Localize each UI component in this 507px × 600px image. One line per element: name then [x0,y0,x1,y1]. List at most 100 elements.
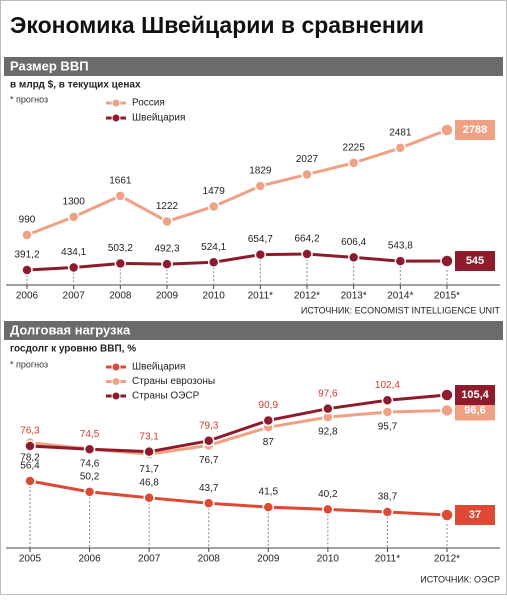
x-tick-label: 2007 [63,291,86,302]
value-label: 1222 [156,201,179,212]
value-label: 56,4 [20,461,40,472]
value-label: 503,2 [108,243,133,254]
point [254,180,267,192]
x-tick-label: 2009 [156,291,179,302]
point [262,414,275,427]
point [262,501,275,513]
value-box [455,251,495,272]
point [67,211,80,223]
value-label: 1829 [249,166,272,177]
value-label: 38,7 [378,492,398,503]
point [207,200,220,213]
section-title: Размер ВВП [10,58,89,73]
x-tick-label: 2005 [19,554,42,565]
value-label: 105,4 [461,389,489,401]
x-tick-label: 2011* [375,554,401,565]
value-label: 96,6 [464,404,485,416]
point [394,142,407,154]
value-label: 71,7 [139,464,159,475]
point [83,486,96,498]
value-label: 78,2 [20,452,40,463]
value-box [455,120,495,140]
point [114,257,127,270]
legend-marker [111,377,121,386]
subtitle: госдолг к уровню ВВП, % [10,344,136,355]
point [394,255,407,267]
series-line [29,479,448,517]
legend-label: Швейцария [132,113,185,124]
point [202,435,215,447]
value-box [455,400,495,421]
value-label: 543,8 [388,241,413,252]
x-tick-label: 2009 [257,554,280,565]
point [202,497,215,509]
x-tick-label: 2015* [434,291,460,302]
point [254,248,267,261]
source: ИСТОЧНИК: ОЭСР [420,574,500,584]
value-label: 1661 [109,175,132,186]
x-tick-label: 2010 [203,291,226,302]
series-line [29,393,448,454]
value-label: 2225 [343,143,366,154]
value-label: 73,1 [139,431,159,442]
value-label: 2027 [296,154,319,165]
point [24,440,36,452]
subtitle: в млрд $, в текущих ценах [10,80,141,91]
point [347,157,360,169]
x-tick-label: 2007 [138,554,161,565]
point [440,403,454,418]
value-label: 79,3 [199,420,219,431]
point [322,402,334,415]
source: ИСТОЧНИК: ECONOMIST INTELLIGENCE UNIT [301,305,501,315]
x-tick-label: 2006 [16,291,39,302]
value-label: 606,4 [341,237,366,248]
value-label: 76,3 [20,426,40,437]
point [322,503,334,516]
legend-marker [111,98,121,108]
point [161,215,173,228]
section-title: Долговая нагрузка [10,322,131,337]
value-label: 990 [19,215,36,226]
section-bar [4,57,503,76]
value-label: 492,3 [154,244,179,255]
legend-label: Швейцария [132,362,185,373]
legend-marker [111,391,121,401]
value-box [455,505,495,525]
section-bar [4,321,503,340]
value-label: 76,7 [199,455,219,466]
value-label: 40,2 [318,489,338,500]
point [143,445,155,458]
value-label: 2481 [389,128,412,139]
value-label: 434,1 [61,247,86,258]
point [440,123,454,137]
point [381,394,394,407]
point [83,443,96,455]
legend-label: Россия [132,98,165,109]
point [301,248,313,260]
value-label: 37 [469,509,481,521]
x-tick-label: 2013* [341,291,367,302]
point [114,190,127,202]
series-line [26,128,448,237]
point [381,406,394,418]
x-tick-label: 2008 [198,554,221,565]
point [21,229,33,241]
value-label: 391,2 [14,250,39,261]
value-label: 524,1 [201,242,226,253]
value-label: 74,5 [80,429,100,440]
note: * прогноз [10,359,48,369]
value-label: 41,5 [259,487,279,498]
point [440,388,454,402]
legend-marker [111,113,121,123]
x-tick-label: 2008 [109,291,132,302]
note: * прогноз [10,94,48,104]
value-label: 1479 [203,186,226,197]
value-label: 654,7 [248,234,273,245]
value-label: 74,6 [80,459,100,470]
legend-label: Страны ОЭСР [132,391,200,402]
x-tick-label: 2012* [434,554,460,565]
value-box [455,385,495,405]
legend-marker [111,362,121,372]
